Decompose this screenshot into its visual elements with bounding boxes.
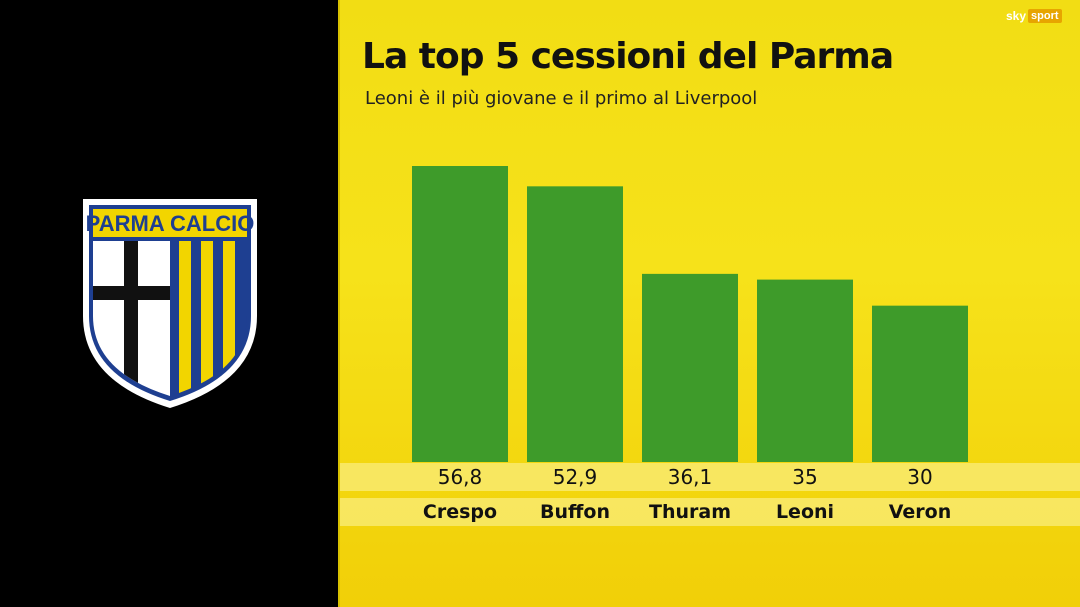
panel-divider (338, 0, 340, 607)
left-panel: PARMA CALCIO (0, 0, 338, 607)
value-label-leoni: 35 (792, 465, 817, 489)
value-labels-group: 56,8 52,9 36,1 35 30 (438, 465, 933, 489)
chart-title: La top 5 cessioni del Parma (362, 36, 894, 77)
value-label-crespo: 56,8 (438, 465, 483, 489)
logo-sport-text: sport (1028, 9, 1062, 23)
bar-buffon (527, 186, 623, 462)
bars-group (412, 166, 968, 462)
chart-subtitle: Leoni è il più giovane e il primo al Liv… (365, 88, 758, 109)
logo-sky-text: sky (1006, 9, 1027, 23)
bar-leoni (757, 279, 853, 462)
values-band (340, 463, 1080, 491)
parma-calcio-crest: PARMA CALCIO (83, 199, 257, 408)
category-label-crespo: Crespo (423, 501, 497, 523)
category-labels-group: Crespo Buffon Thuram Leoni Veron (423, 501, 951, 523)
value-label-thuram: 36,1 (668, 465, 713, 489)
value-label-buffon: 52,9 (553, 465, 598, 489)
crest-text: PARMA CALCIO (86, 211, 255, 236)
bar-veron (872, 305, 968, 462)
sky-sport-logo: sky sport (1006, 9, 1062, 23)
category-label-leoni: Leoni (776, 501, 834, 523)
category-label-buffon: Buffon (540, 501, 610, 523)
names-band (340, 498, 1080, 526)
category-label-thuram: Thuram (649, 501, 731, 523)
value-label-veron: 30 (907, 465, 932, 489)
bar-crespo (412, 166, 508, 462)
category-label-veron: Veron (889, 501, 952, 523)
bar-thuram (642, 273, 738, 462)
